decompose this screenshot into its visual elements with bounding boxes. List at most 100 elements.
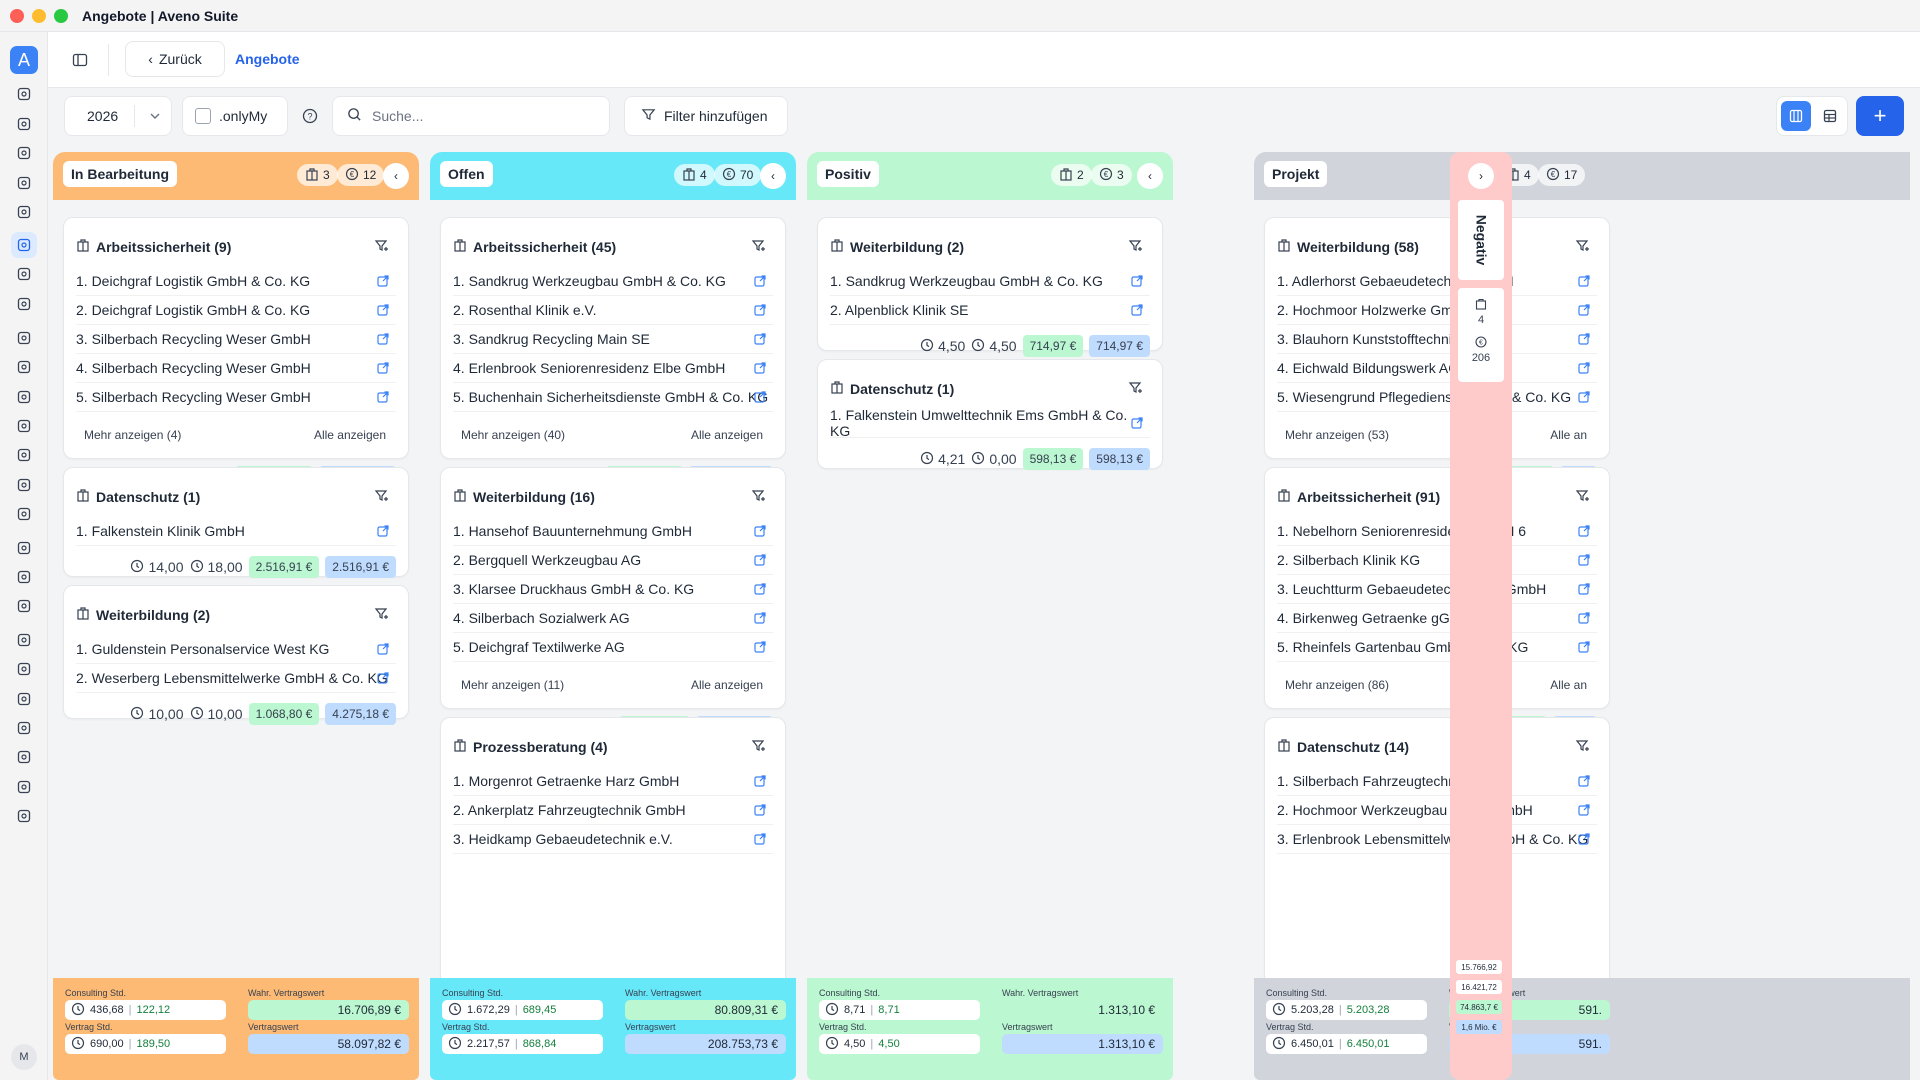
- film-icon[interactable]: [11, 442, 37, 468]
- external-link-icon[interactable]: [1130, 274, 1144, 291]
- show-all-link[interactable]: Alle anzeigen: [690, 678, 763, 692]
- timer-icon[interactable]: [11, 325, 37, 351]
- filter-add-icon[interactable]: [751, 738, 767, 759]
- external-link-icon[interactable]: [753, 553, 767, 570]
- external-link-icon[interactable]: [753, 361, 767, 378]
- list-item[interactable]: 5. Rheinfels Gartenbau GmbH & Co. KG: [1277, 633, 1597, 662]
- external-link-icon[interactable]: [753, 332, 767, 349]
- collapse-column-button[interactable]: ‹: [383, 163, 409, 189]
- show-more-link[interactable]: Mehr anzeigen (86): [1285, 678, 1390, 692]
- external-link-icon[interactable]: [376, 524, 390, 541]
- external-link-icon[interactable]: [753, 390, 767, 407]
- tickets-icon[interactable]: [11, 170, 37, 196]
- list-item[interactable]: 5. Wiesengrund Pflegedienste GmbH & Co. …: [1277, 383, 1597, 412]
- external-link-icon[interactable]: [1130, 303, 1144, 320]
- list-item[interactable]: 2. Hochmoor Holzwerke GmbH: [1277, 296, 1597, 325]
- board-view-icon[interactable]: [1781, 101, 1811, 131]
- offers-icon[interactable]: [11, 232, 37, 258]
- external-link-icon[interactable]: [753, 832, 767, 849]
- show-more-link[interactable]: Mehr anzeigen (53): [1285, 428, 1390, 442]
- external-link-icon[interactable]: [1577, 361, 1591, 378]
- server-icon[interactable]: [11, 656, 37, 682]
- external-link-icon[interactable]: [376, 390, 390, 407]
- external-link-icon[interactable]: [753, 582, 767, 599]
- list-item[interactable]: 3. Blauhorn Kunststofftechnik gGmbH: [1277, 325, 1597, 354]
- list-item[interactable]: 1. Guldenstein Personalservice West KG: [76, 635, 396, 664]
- checkbox-box[interactable]: [195, 108, 211, 124]
- show-all-link[interactable]: Alle anzeigen: [313, 428, 386, 442]
- filter-add-icon[interactable]: [1575, 238, 1591, 259]
- external-link-icon[interactable]: [376, 303, 390, 320]
- list-item[interactable]: 3. Klarsee Druckhaus GmbH & Co. KG: [453, 575, 773, 604]
- list-item[interactable]: 1. Sandkrug Werkzeugbau GmbH & Co. KG: [453, 267, 773, 296]
- filter-add-icon[interactable]: [1575, 488, 1591, 509]
- list-item[interactable]: 3. Leuchtturm Gebaeudetechnik Ost GmbH: [1277, 575, 1597, 604]
- app-logo[interactable]: A: [10, 46, 38, 74]
- list-item[interactable]: 4. Silberbach Recycling Weser GmbH: [76, 354, 396, 383]
- expand-column-button[interactable]: ›: [1468, 163, 1494, 189]
- list-item[interactable]: 1. Falkenstein Klinik GmbH: [76, 517, 396, 546]
- list-item[interactable]: 4. Silberbach Sozialwerk AG: [453, 604, 773, 633]
- list-item[interactable]: 5. Deichgraf Textilwerke AG: [453, 633, 773, 662]
- sidebar-toggle-icon[interactable]: [68, 48, 92, 72]
- list-item[interactable]: 1. Morgenrot Getraenke Harz GmbH: [453, 767, 773, 796]
- external-link-icon[interactable]: [1577, 274, 1591, 291]
- calendar-icon[interactable]: [11, 413, 37, 439]
- table-icon[interactable]: [11, 384, 37, 410]
- maximize-window-button[interactable]: [54, 8, 68, 23]
- external-link-icon[interactable]: [1577, 303, 1591, 320]
- list-item[interactable]: 4. Eichwald Bildungswerk AG: [1277, 354, 1597, 383]
- list-item[interactable]: 2. Hochmoor Werkzeugbau Spree GmbH: [1277, 796, 1597, 825]
- show-all-link[interactable]: Alle anzeigen: [690, 428, 763, 442]
- external-link-icon[interactable]: [1130, 416, 1144, 433]
- list-item[interactable]: 5. Buchenhain Sicherheitsdienste GmbH & …: [453, 383, 773, 412]
- external-link-icon[interactable]: [1577, 832, 1591, 849]
- table-view-icon[interactable]: [1815, 101, 1845, 131]
- user-avatar[interactable]: M: [11, 1044, 37, 1070]
- reports-icon[interactable]: [11, 535, 37, 561]
- invoice-icon[interactable]: [11, 472, 37, 498]
- external-link-icon[interactable]: [1577, 582, 1591, 599]
- breadcrumb-current[interactable]: Angebote: [235, 51, 300, 67]
- list-item[interactable]: 2. Weserberg Lebensmittelwerke GmbH & Co…: [76, 664, 396, 693]
- filter-add-icon[interactable]: [1128, 380, 1144, 401]
- bell-icon[interactable]: [11, 261, 37, 287]
- external-link-icon[interactable]: [1577, 611, 1591, 628]
- list-item[interactable]: 1. Deichgraf Logistik GmbH & Co. KG: [76, 267, 396, 296]
- external-link-icon[interactable]: [753, 303, 767, 320]
- list-item[interactable]: 3. Erlenbrook Lebensmittelwerke GmbH & C…: [1277, 825, 1597, 854]
- external-link-icon[interactable]: [753, 774, 767, 791]
- close-window-button[interactable]: [10, 8, 24, 23]
- add-filter-button[interactable]: Filter hinzufügen: [624, 96, 788, 136]
- list-item[interactable]: 1. Nebelhorn Seniorenresidenz GmbH 6: [1277, 517, 1597, 546]
- back-button[interactable]: ‹ Zurück: [125, 41, 225, 77]
- search-input[interactable]: Suche...: [332, 96, 610, 136]
- cash-icon[interactable]: [11, 501, 37, 527]
- list-item[interactable]: 3. Heidkamp Gebaeudetechnik e.V.: [453, 825, 773, 854]
- show-more-link[interactable]: Mehr anzeigen (4): [84, 428, 182, 442]
- external-link-icon[interactable]: [753, 640, 767, 657]
- filter-add-icon[interactable]: [1575, 738, 1591, 759]
- crown-icon[interactable]: [11, 111, 37, 137]
- add-offer-button[interactable]: +: [1856, 96, 1904, 136]
- show-more-link[interactable]: Mehr anzeigen (11): [461, 678, 565, 692]
- filter-add-icon[interactable]: [374, 238, 390, 259]
- list-item[interactable]: 1. Sandkrug Werkzeugbau GmbH & Co. KG: [830, 267, 1150, 296]
- filter-add-icon[interactable]: [751, 238, 767, 259]
- list-item[interactable]: 5. Silberbach Recycling Weser GmbH: [76, 383, 396, 412]
- mail-icon[interactable]: [11, 686, 37, 712]
- hourglass-icon[interactable]: [11, 593, 37, 619]
- external-link-icon[interactable]: [1577, 524, 1591, 541]
- dashboard-icon[interactable]: [11, 81, 37, 107]
- show-all-link[interactable]: Alle an: [1550, 428, 1587, 442]
- external-link-icon[interactable]: [753, 611, 767, 628]
- external-link-icon[interactable]: [376, 642, 390, 659]
- filter-add-icon[interactable]: [1128, 238, 1144, 259]
- megaphone-icon[interactable]: [11, 291, 37, 317]
- contacts-icon[interactable]: [11, 140, 37, 166]
- only-my-checkbox[interactable]: .onlyMy: [182, 96, 288, 136]
- external-link-icon[interactable]: [753, 274, 767, 291]
- modules-icon[interactable]: [11, 627, 37, 653]
- list-item[interactable]: 2. Ankerplatz Fahrzeugtechnik GmbH: [453, 796, 773, 825]
- collapse-column-button[interactable]: ‹: [760, 163, 786, 189]
